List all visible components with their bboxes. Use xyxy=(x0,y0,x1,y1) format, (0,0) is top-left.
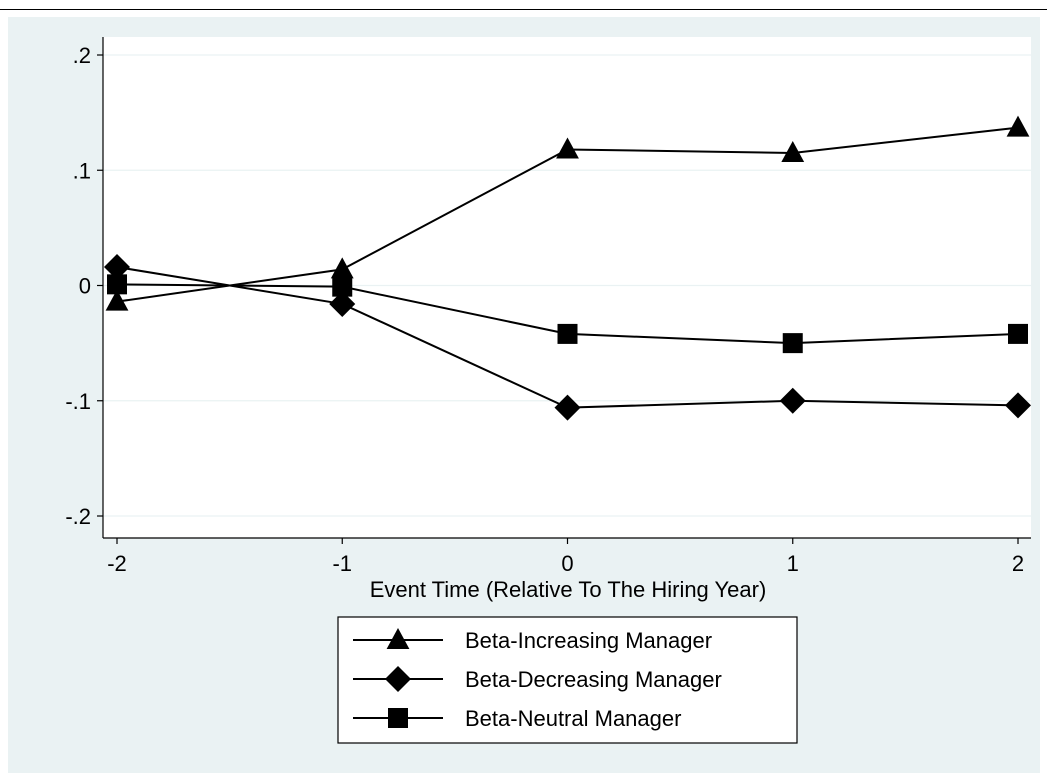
data-point-triangle xyxy=(1006,115,1030,137)
x-tick-label: 0 xyxy=(561,551,573,576)
data-point-triangle xyxy=(781,140,805,162)
plot-area xyxy=(103,37,1031,538)
series-triangle xyxy=(105,115,1030,311)
data-point-triangle xyxy=(556,137,579,159)
series-square xyxy=(107,274,1028,354)
y-tick-label: -.1 xyxy=(65,389,91,414)
x-tick-label: -2 xyxy=(107,551,127,576)
data-point-diamond xyxy=(779,387,806,414)
x-tick-label: 2 xyxy=(1012,551,1024,576)
legend-label: Beta-Neutral Manager xyxy=(465,706,681,731)
data-point-square xyxy=(782,333,803,354)
data-point-diamond xyxy=(104,254,130,281)
legend-item: Beta-Decreasing Manager xyxy=(353,666,722,692)
x-tick-label: 1 xyxy=(787,551,799,576)
data-point-diamond xyxy=(1005,392,1031,419)
y-tick-label: -.2 xyxy=(65,504,91,529)
data-point-diamond xyxy=(329,290,356,317)
top-rule xyxy=(0,9,1047,10)
y-tick-label: .1 xyxy=(73,158,91,183)
legend-marker-diamond xyxy=(385,666,411,692)
x-axis-title: Event Time (Relative To The Hiring Year) xyxy=(370,577,767,602)
data-point-triangle xyxy=(105,289,129,311)
legend-item: Beta-Neutral Manager xyxy=(353,706,681,731)
data-point-square xyxy=(332,276,353,297)
x-tick-label: -1 xyxy=(332,551,352,576)
legend-marker-square xyxy=(388,708,408,728)
y-tick-label: 0 xyxy=(79,274,91,299)
data-point-square xyxy=(557,323,578,344)
y-tick-label: .2 xyxy=(73,43,91,68)
data-point-triangle xyxy=(330,257,354,279)
legend-label: Beta-Increasing Manager xyxy=(465,628,712,653)
legend: Beta-Increasing Manager Beta-Decreasing M… xyxy=(337,616,798,744)
series-diamond xyxy=(104,254,1031,421)
data-point-square xyxy=(1008,323,1028,344)
data-point-square xyxy=(107,274,127,295)
legend-item: Beta-Increasing Manager xyxy=(353,628,712,653)
data-point-diamond xyxy=(554,394,581,421)
legend-marker-triangle xyxy=(386,628,410,649)
legend-label: Beta-Decreasing Manager xyxy=(465,667,722,692)
